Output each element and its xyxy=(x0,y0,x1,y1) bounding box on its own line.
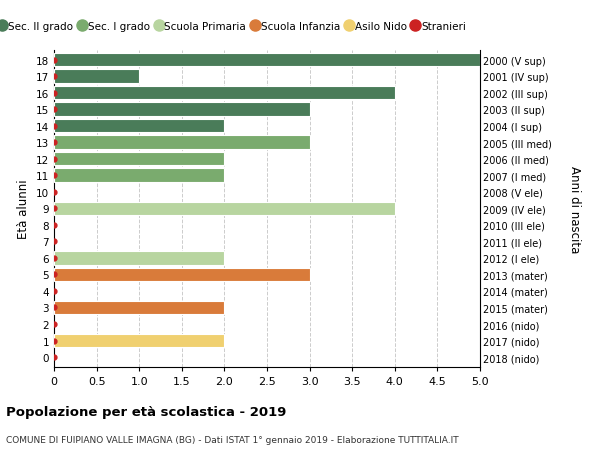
Y-axis label: Anni di nascita: Anni di nascita xyxy=(568,165,581,252)
Bar xyxy=(54,202,395,216)
Bar xyxy=(54,87,395,100)
Bar xyxy=(54,169,224,183)
Bar xyxy=(54,136,310,150)
Bar xyxy=(54,252,224,265)
Bar xyxy=(54,70,139,84)
Bar xyxy=(54,54,480,67)
Bar xyxy=(54,334,224,347)
Bar xyxy=(54,152,224,166)
Text: Popolazione per età scolastica - 2019: Popolazione per età scolastica - 2019 xyxy=(6,405,286,419)
Text: COMUNE DI FUIPIANO VALLE IMAGNA (BG) - Dati ISTAT 1° gennaio 2019 - Elaborazione: COMUNE DI FUIPIANO VALLE IMAGNA (BG) - D… xyxy=(6,435,458,443)
Bar xyxy=(54,103,310,117)
Y-axis label: Età alunni: Età alunni xyxy=(17,179,31,239)
Bar xyxy=(54,268,310,281)
Legend: Sec. II grado, Sec. I grado, Scuola Primaria, Scuola Infanzia, Asilo Nido, Stran: Sec. II grado, Sec. I grado, Scuola Prim… xyxy=(0,18,470,36)
Bar xyxy=(54,120,224,133)
Bar xyxy=(54,301,224,314)
